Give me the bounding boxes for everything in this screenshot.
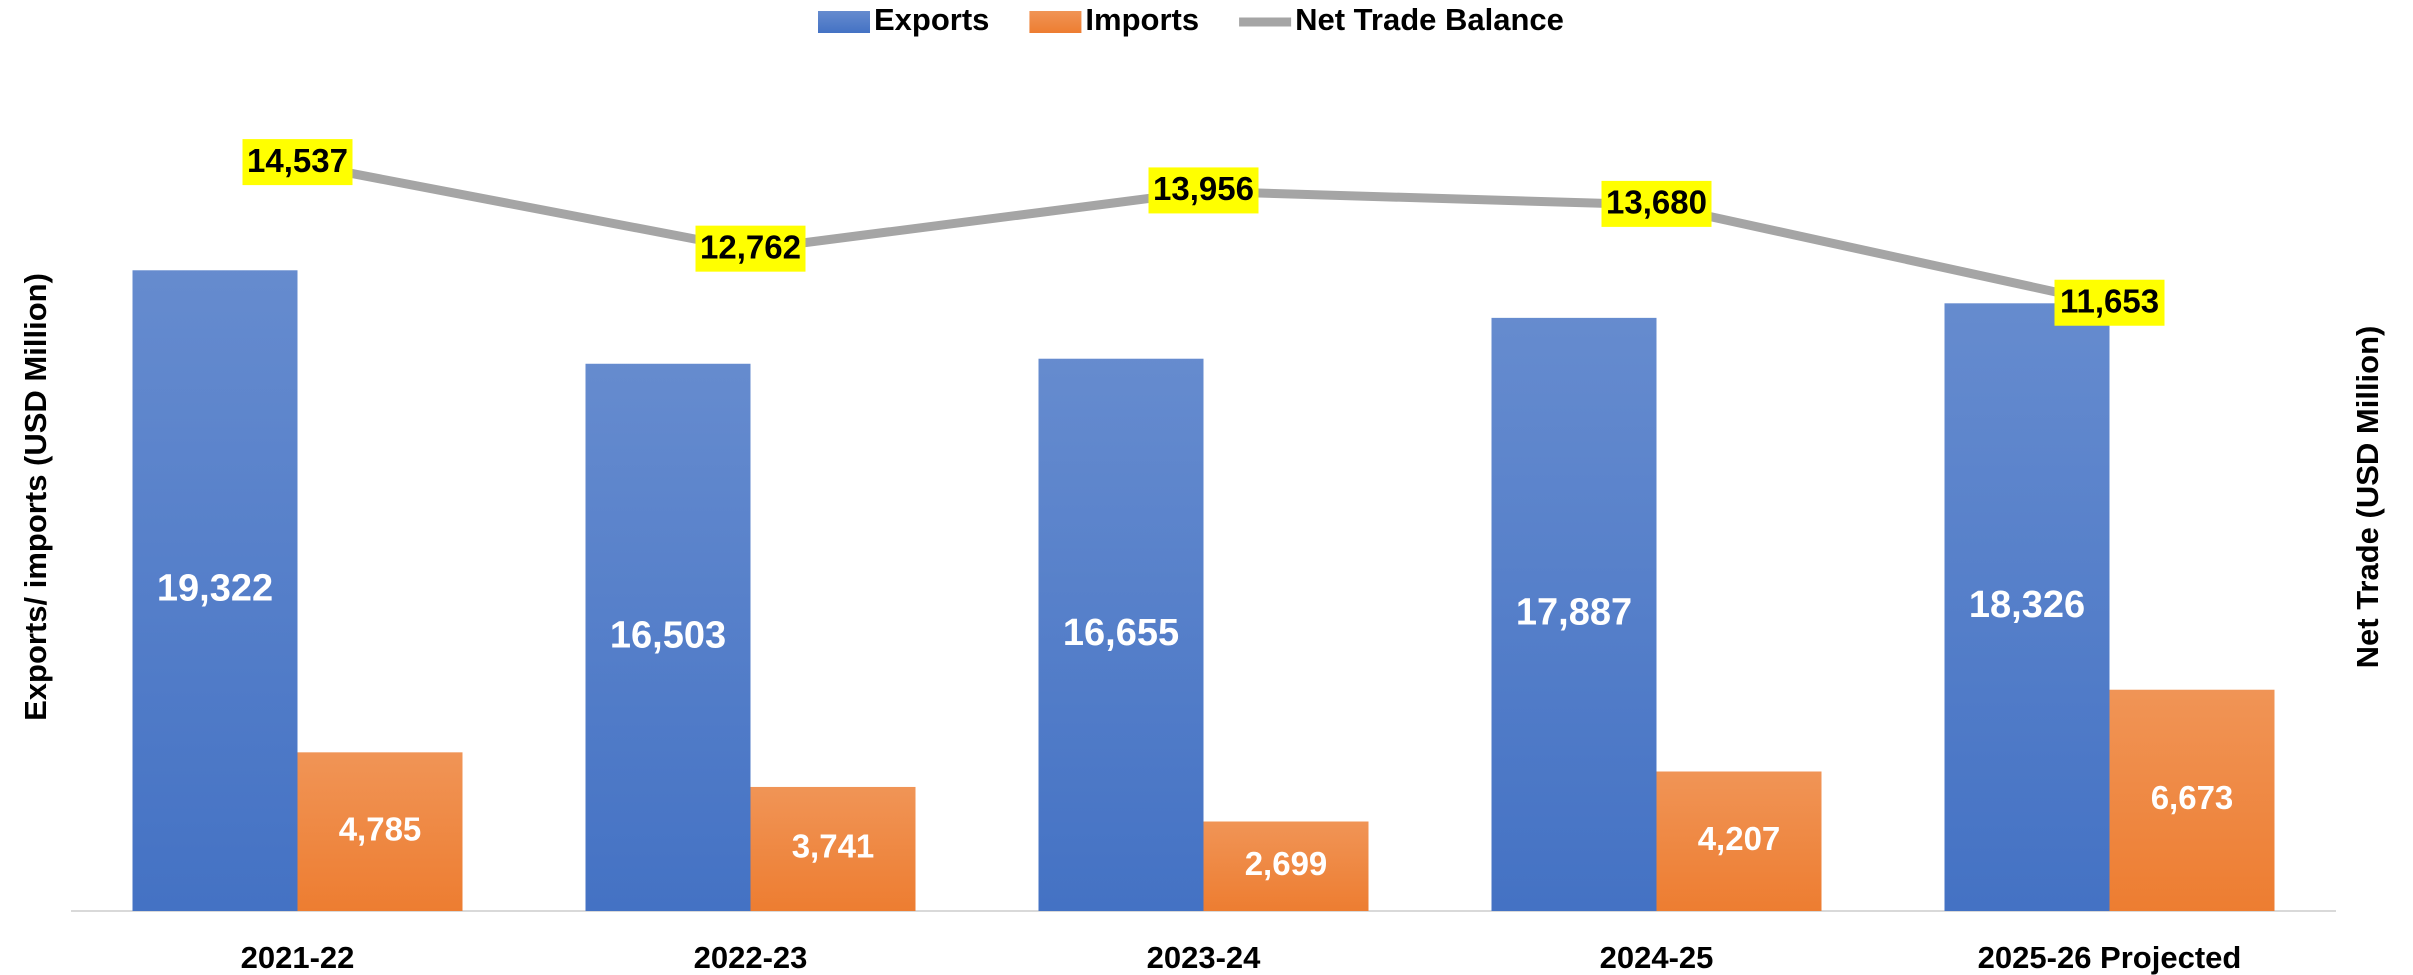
legend-swatch — [1029, 11, 1082, 33]
data-label-box — [1601, 180, 1712, 227]
legend-label: Net Trade Balance — [1295, 2, 1564, 37]
x-tick-label: 2024-25 — [1600, 940, 1714, 975]
bar — [750, 786, 916, 911]
bar-value-label: 16,655 — [1063, 612, 1179, 654]
data-label-box — [2054, 279, 2165, 326]
data-label-box — [1148, 167, 1259, 214]
bar-value-label: 2,699 — [1245, 845, 1328, 882]
y2-axis-title: Net Trade (USD Million) — [2350, 326, 2385, 669]
bar — [132, 270, 298, 911]
bar-value-label: 4,785 — [339, 810, 422, 847]
bar — [585, 363, 751, 912]
bar — [1203, 821, 1369, 911]
legend-swatch — [818, 11, 870, 33]
y-axis-title: Exports/ imports (USD Million) — [18, 273, 53, 721]
x-tick-label: 2025-26 Projected — [1978, 940, 2242, 975]
line-value-label: 14,537 — [247, 142, 348, 179]
bar-value-label: 3,741 — [792, 828, 875, 865]
bar-value-label: 17,887 — [1516, 591, 1632, 633]
line-value-label: 13,680 — [1606, 184, 1707, 221]
bar-value-label: 16,503 — [610, 614, 726, 656]
bar-value-label: 4,207 — [1698, 820, 1781, 857]
bar-value-label: 18,326 — [1969, 584, 2085, 626]
bar — [2109, 689, 2275, 911]
bar-value-label: 19,322 — [157, 568, 273, 610]
bar — [1491, 317, 1657, 911]
x-tick-label: 2021-22 — [241, 940, 355, 975]
line-value-label: 12,762 — [700, 228, 801, 265]
bar — [297, 752, 463, 911]
bar — [1656, 771, 1822, 911]
x-tick-label: 2022-23 — [694, 940, 808, 975]
data-label-box — [242, 139, 353, 186]
bar — [1944, 303, 2110, 912]
line-value-label: 13,956 — [1153, 170, 1254, 207]
line-value-label: 11,653 — [2060, 282, 2159, 319]
data-label-box — [695, 225, 806, 272]
legend-label: Exports — [874, 2, 989, 37]
bar — [1038, 358, 1204, 911]
x-tick-label: 2023-24 — [1147, 940, 1262, 975]
bar-value-label: 6,673 — [2151, 779, 2234, 816]
legend-label: Imports — [1085, 2, 1199, 37]
